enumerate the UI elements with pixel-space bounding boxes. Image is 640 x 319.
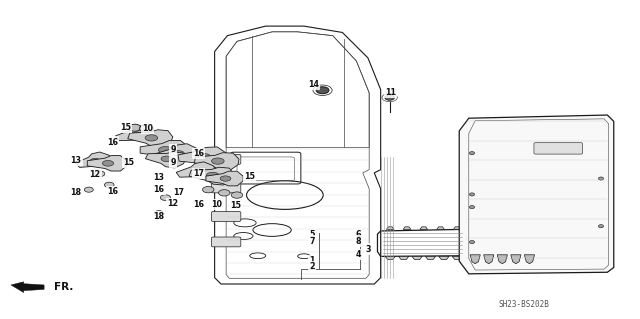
Text: 16: 16 <box>107 187 118 197</box>
Polygon shape <box>195 153 239 170</box>
Polygon shape <box>140 141 188 160</box>
FancyBboxPatch shape <box>211 211 241 221</box>
Text: 15: 15 <box>230 201 241 210</box>
Text: 16: 16 <box>154 185 164 194</box>
Polygon shape <box>454 227 461 229</box>
Ellipse shape <box>231 192 243 198</box>
Text: 11: 11 <box>385 88 396 97</box>
Text: 4: 4 <box>356 250 361 259</box>
Circle shape <box>131 132 143 137</box>
Polygon shape <box>76 152 113 167</box>
Polygon shape <box>524 255 534 264</box>
Ellipse shape <box>95 171 105 177</box>
Text: 7: 7 <box>310 237 315 246</box>
Polygon shape <box>436 227 444 229</box>
Polygon shape <box>511 255 521 264</box>
Polygon shape <box>385 256 396 260</box>
Ellipse shape <box>161 195 171 200</box>
Polygon shape <box>154 144 200 162</box>
Polygon shape <box>178 147 227 166</box>
Text: 16: 16 <box>193 149 204 158</box>
Text: 9: 9 <box>170 158 176 167</box>
Polygon shape <box>189 167 234 185</box>
Text: 13: 13 <box>70 156 81 165</box>
Text: 18: 18 <box>70 188 82 197</box>
FancyBboxPatch shape <box>534 143 582 154</box>
Circle shape <box>102 160 114 166</box>
Polygon shape <box>420 227 428 229</box>
Circle shape <box>220 176 231 181</box>
Text: FR.: FR. <box>54 282 73 292</box>
Text: 18: 18 <box>154 212 164 221</box>
Ellipse shape <box>154 211 164 216</box>
Circle shape <box>197 153 211 160</box>
Text: 2: 2 <box>310 262 315 271</box>
Polygon shape <box>452 256 463 260</box>
Ellipse shape <box>140 125 154 132</box>
Text: 16: 16 <box>107 137 118 146</box>
Ellipse shape <box>129 124 141 131</box>
Circle shape <box>206 172 219 179</box>
Polygon shape <box>128 130 173 148</box>
FancyBboxPatch shape <box>211 154 241 164</box>
Text: 5: 5 <box>310 230 315 239</box>
Circle shape <box>159 146 172 153</box>
Text: 10: 10 <box>142 124 153 133</box>
Ellipse shape <box>316 87 329 94</box>
Polygon shape <box>403 227 411 229</box>
Text: 13: 13 <box>154 174 164 182</box>
Polygon shape <box>145 152 186 168</box>
Text: 17: 17 <box>193 169 204 178</box>
Polygon shape <box>387 227 394 229</box>
Text: 3: 3 <box>365 245 371 254</box>
Circle shape <box>211 158 224 164</box>
Ellipse shape <box>104 182 114 188</box>
Ellipse shape <box>469 241 474 244</box>
Text: 1: 1 <box>310 256 315 265</box>
Text: 6: 6 <box>356 230 361 239</box>
Ellipse shape <box>469 205 474 209</box>
FancyBboxPatch shape <box>211 183 241 193</box>
Text: 8: 8 <box>355 237 361 246</box>
Text: 15: 15 <box>120 123 131 132</box>
Circle shape <box>161 156 172 162</box>
Text: SH23-BS202B: SH23-BS202B <box>499 300 550 308</box>
Ellipse shape <box>598 177 604 180</box>
Polygon shape <box>426 256 436 260</box>
Polygon shape <box>11 282 44 293</box>
Ellipse shape <box>202 187 214 193</box>
Text: 17: 17 <box>173 188 184 197</box>
Ellipse shape <box>84 187 93 192</box>
Text: 12: 12 <box>168 199 179 208</box>
Text: 16: 16 <box>193 200 204 209</box>
Circle shape <box>145 135 157 141</box>
Circle shape <box>192 168 203 174</box>
Ellipse shape <box>385 95 394 100</box>
Ellipse shape <box>469 193 474 196</box>
Polygon shape <box>87 156 127 171</box>
Polygon shape <box>115 125 156 141</box>
Polygon shape <box>470 255 480 264</box>
Polygon shape <box>206 171 243 186</box>
Text: 12: 12 <box>90 170 100 179</box>
Ellipse shape <box>598 225 604 228</box>
Ellipse shape <box>218 190 230 196</box>
Polygon shape <box>412 256 422 260</box>
Text: 14: 14 <box>308 80 319 89</box>
FancyBboxPatch shape <box>211 237 241 247</box>
Ellipse shape <box>469 152 474 155</box>
Text: 15: 15 <box>123 158 134 167</box>
Text: 15: 15 <box>244 173 255 182</box>
Text: 9: 9 <box>170 145 176 154</box>
Polygon shape <box>460 115 614 274</box>
Polygon shape <box>497 255 508 264</box>
Polygon shape <box>439 256 449 260</box>
Circle shape <box>172 151 184 157</box>
Polygon shape <box>176 162 217 178</box>
Circle shape <box>90 159 100 164</box>
Text: 10: 10 <box>211 200 222 209</box>
Polygon shape <box>399 256 409 260</box>
Polygon shape <box>484 255 494 264</box>
